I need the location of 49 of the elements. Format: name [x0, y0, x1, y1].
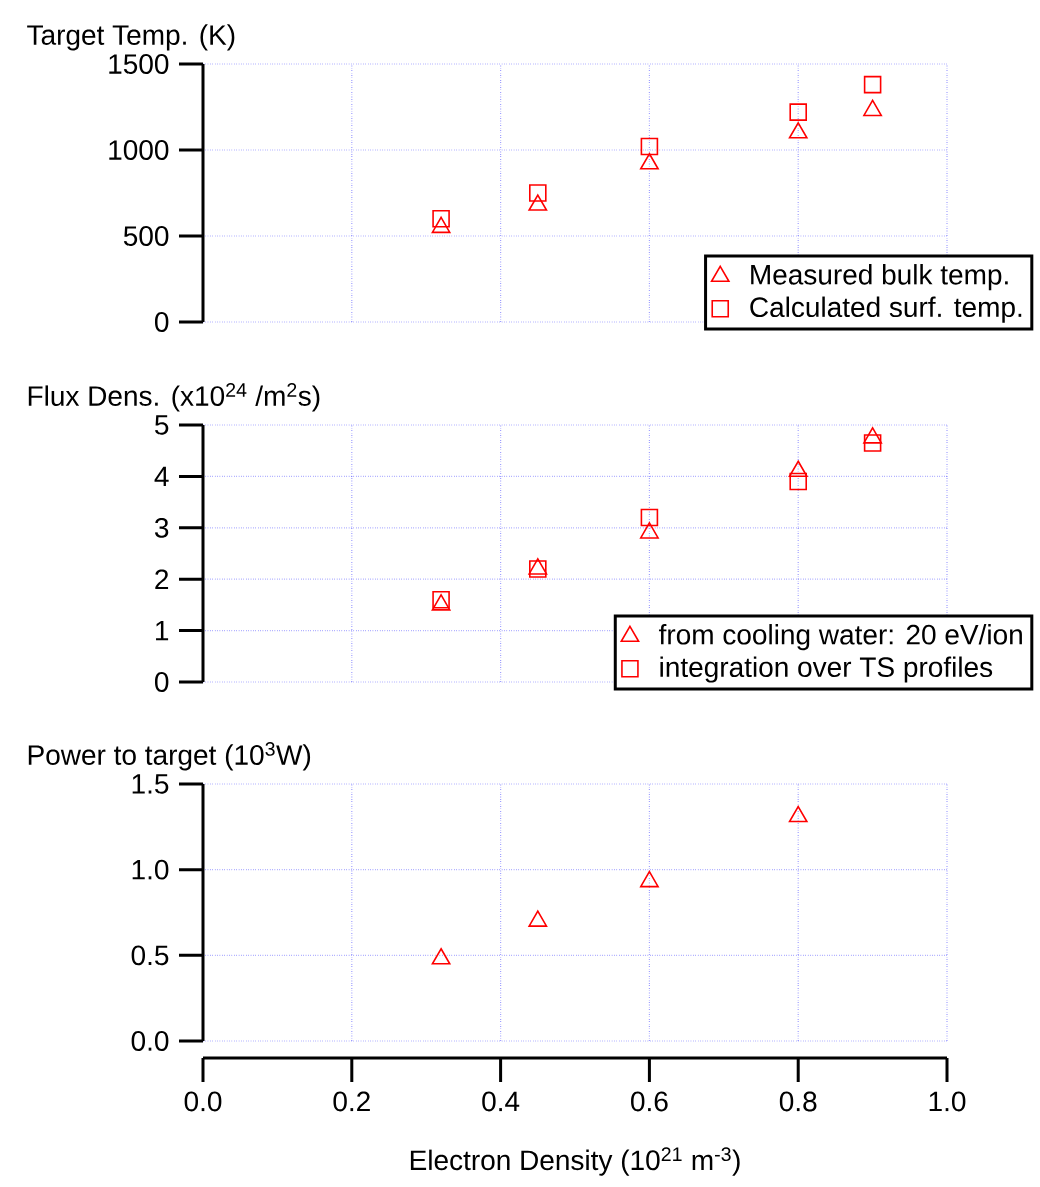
x-tick-label: 0.0: [184, 1091, 222, 1112]
point: [431, 216, 451, 234]
point: [529, 184, 547, 202]
y-tick-label: 1: [156, 620, 169, 641]
point: [639, 870, 659, 888]
point: [863, 434, 882, 452]
legend-label: Measured bulk temp.: [751, 264, 1008, 291]
point: [639, 522, 659, 539]
x-tick-label: 0.2: [333, 1091, 370, 1112]
point: [639, 152, 659, 170]
y-tick-label: 0: [154, 312, 169, 332]
point: [640, 137, 659, 156]
legend-label: integration over TS profiles: [660, 656, 993, 683]
y-tick-label: 2: [155, 569, 169, 589]
y-tick-label: 500: [123, 226, 169, 246]
y-tick-label: 4: [154, 466, 169, 487]
y-axis-title: Target Temp. (K): [27, 24, 235, 51]
point: [863, 75, 882, 94]
point: [640, 508, 659, 527]
legend-label: from cooling water: 20 eV/ion: [658, 624, 1022, 651]
y-tick-label: 1500: [109, 54, 169, 74]
y-tick-label: 1000: [109, 140, 169, 160]
y-tick-label: 1.5: [132, 774, 169, 794]
y-tick-label: 0.0: [131, 1031, 169, 1051]
x-tick-label: 0.6: [631, 1091, 668, 1112]
point: [788, 460, 808, 478]
point: [528, 194, 548, 211]
legend-label: Calculated surf. temp.: [750, 296, 1022, 323]
point: [789, 103, 808, 121]
point: [431, 594, 451, 611]
x-tick-label: 1.0: [929, 1091, 966, 1112]
x-tick-label: 0.8: [779, 1091, 817, 1112]
point: [431, 947, 451, 965]
y-tick-label: 3: [154, 517, 169, 538]
point: [788, 122, 808, 139]
point: [528, 910, 548, 927]
y-tick-label: 0.5: [131, 945, 169, 966]
y-tick-label: 1.0: [132, 859, 169, 880]
point: [789, 472, 808, 491]
point: [788, 805, 808, 823]
x-tick-label: 0.4: [482, 1091, 520, 1112]
point: [863, 427, 883, 444]
point: [432, 590, 450, 609]
y-axis-title: Flux Dens. (x10$^{24}$ /m$^{2}$s): [28, 383, 320, 412]
point: [863, 99, 883, 117]
y-axis-title: Power to target (10$^{3}$W): [28, 741, 311, 771]
y-tick-label: 0: [154, 672, 169, 692]
x-axis-title: Electron Density (10$^{21}$ m$^{-3}$): [410, 1147, 740, 1176]
y-tick-label: 5: [155, 415, 169, 435]
